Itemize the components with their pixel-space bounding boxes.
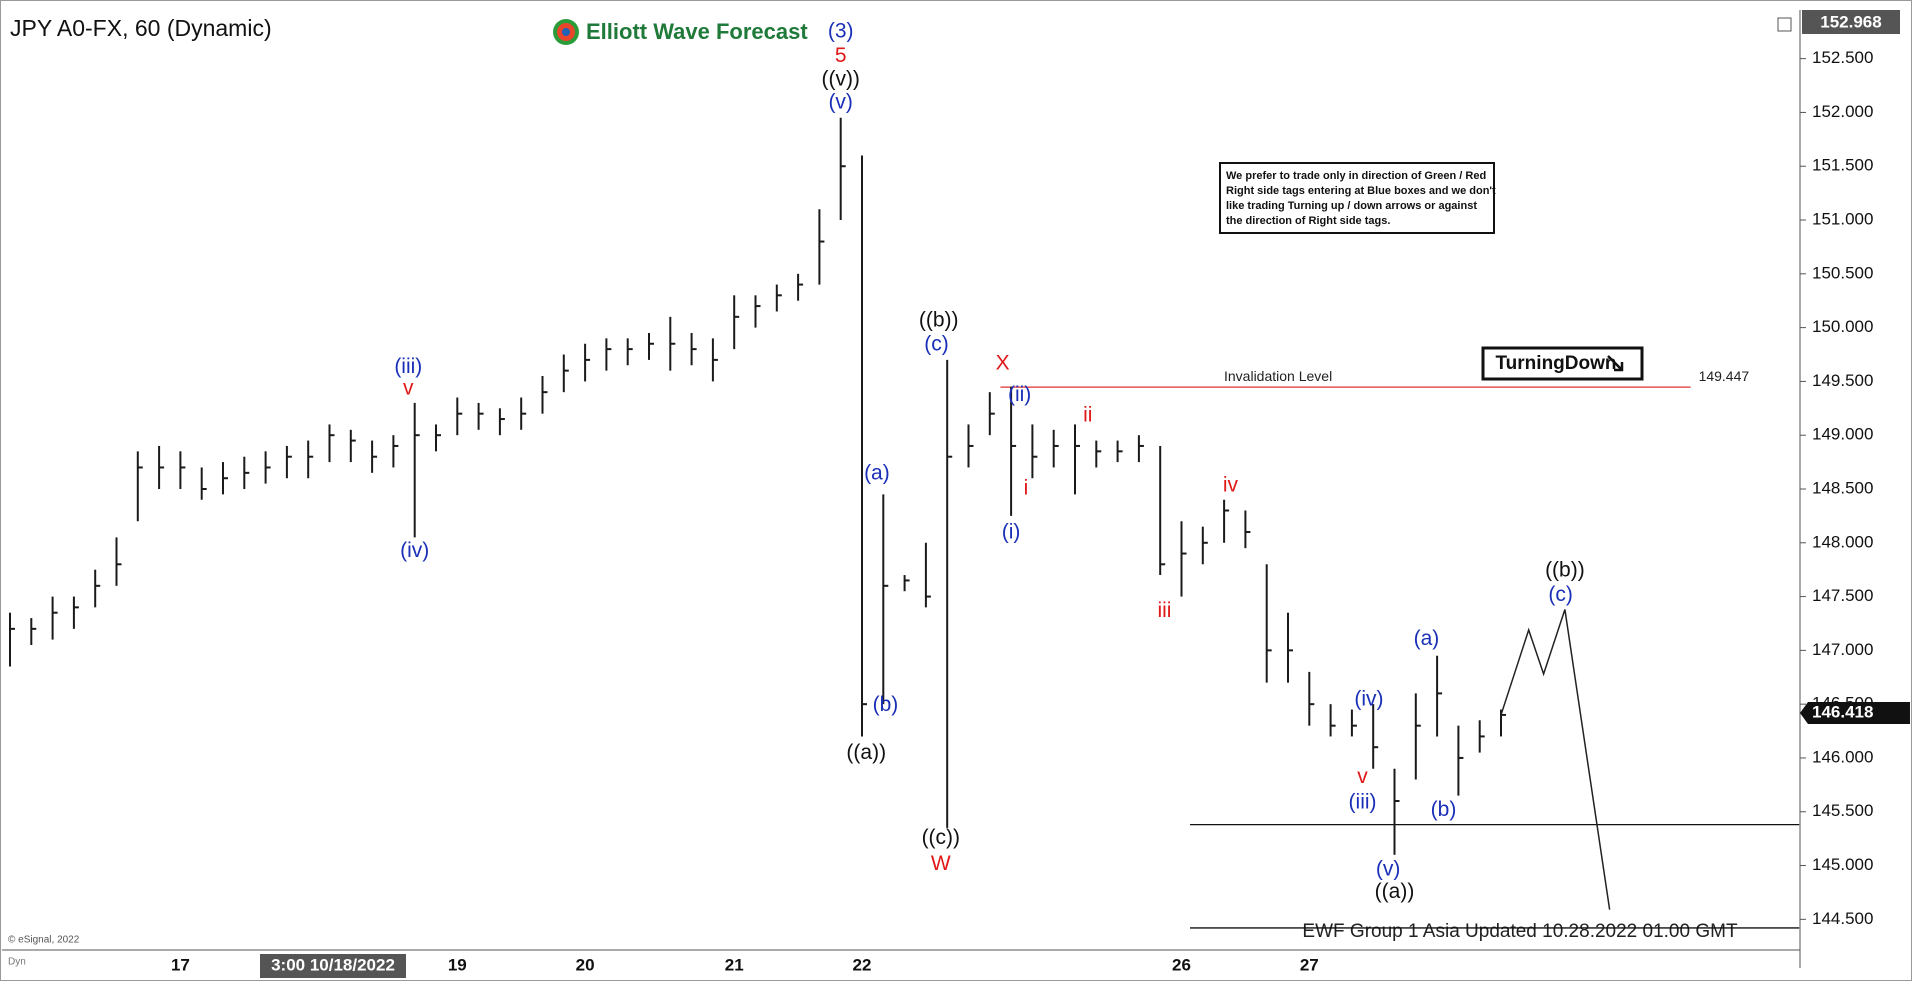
x-tick-label: 22	[853, 955, 872, 974]
wave-label: iii	[1157, 599, 1171, 622]
y-tick-label: 151.000	[1812, 210, 1873, 229]
wave-label: ((c))	[922, 826, 960, 849]
wave-label: X	[996, 352, 1010, 375]
wave-label: W	[931, 852, 951, 875]
wave-label: 5	[835, 44, 847, 67]
brand-logo: Elliott Wave Forecast	[553, 19, 808, 45]
crosshair-box	[260, 954, 406, 978]
wave-label: (ii)	[1008, 383, 1031, 406]
note-line: like trading Turning up / down arrows or…	[1226, 200, 1477, 212]
y-tick-label: 148.000	[1812, 532, 1873, 551]
y-tick-label: 150.000	[1812, 317, 1873, 336]
wave-label: (a)	[864, 461, 890, 484]
note-text: We prefer to trade only in direction of …	[1226, 170, 1496, 227]
note-line: Right side tags entering at Blue boxes a…	[1226, 185, 1496, 197]
wave-label: ((v))	[821, 68, 859, 91]
wave-label: ii	[1083, 403, 1092, 426]
wave-label: ((a))	[1375, 880, 1415, 903]
wave-label: (a)	[1414, 627, 1440, 650]
y-tick-label: 147.000	[1812, 640, 1873, 659]
wave-label: iv	[1223, 473, 1239, 496]
crosshair-label: 3:00 10/18/2022	[271, 955, 395, 974]
logo-center	[562, 28, 570, 36]
x-tick-label: 27	[1300, 955, 1319, 974]
badge: TurningDown	[1495, 353, 1616, 374]
y-tick-label: 151.500	[1812, 156, 1873, 175]
invalidation-value: 149.447	[1699, 368, 1750, 384]
last-price: 146.418	[1812, 702, 1873, 721]
top-price-box	[1802, 10, 1900, 34]
wave-label: (iii)	[1349, 791, 1377, 814]
wave-label: i	[1024, 477, 1029, 500]
wave-label: (c)	[1548, 583, 1573, 606]
wave-label: (v)	[1376, 857, 1401, 880]
wave-label: (3)	[828, 19, 854, 42]
corner-label: Dyn	[8, 957, 26, 968]
wave-label: (iii)	[394, 355, 422, 378]
y-tick-label: 152.000	[1812, 102, 1873, 121]
y-tick-label: 146.000	[1812, 747, 1873, 766]
wave-label: (c)	[924, 332, 949, 355]
brand-text: Elliott Wave Forecast	[586, 19, 808, 44]
y-tick-label: 152.500	[1812, 48, 1873, 67]
window-button[interactable]	[1777, 17, 1792, 32]
y-tick-label: 147.500	[1812, 586, 1873, 605]
wave-label: ((b))	[919, 309, 959, 332]
footer: EWF Group 1 Asia Updated 10.28.2022 01.0…	[1302, 921, 1738, 942]
y-tick-label: 149.000	[1812, 425, 1873, 444]
copyright: © eSignal, 2022	[8, 935, 80, 946]
y-tick-label: 145.500	[1812, 801, 1873, 820]
wave-label: v	[403, 376, 414, 399]
y-tick-label: 150.500	[1812, 263, 1873, 282]
note-line: the direction of Right side tags.	[1226, 215, 1390, 227]
badge-arrow	[1607, 355, 1624, 372]
x-tick-label: 21	[725, 955, 744, 974]
wave-label: v	[1357, 765, 1368, 788]
x-tick-label: 19	[448, 955, 467, 974]
projection-path	[1500, 609, 1611, 910]
note-box	[1219, 162, 1495, 234]
wave-label: (b)	[873, 693, 899, 716]
x-tick-label: 26	[1172, 955, 1191, 974]
wave-label: ((b))	[1545, 558, 1585, 581]
last-price-box	[1800, 701, 1910, 724]
wave-label: (v)	[828, 90, 853, 113]
chart-title: JPY A0-FX, 60 (Dynamic)	[10, 15, 272, 41]
wave-label: ((a))	[846, 741, 886, 764]
invalidation-label: Invalidation Level	[1224, 368, 1332, 384]
note-line: We prefer to trade only in direction of …	[1226, 170, 1486, 182]
y-tick-label: 144.500	[1812, 909, 1873, 928]
x-tick-label: 17	[171, 955, 190, 974]
top-price: 152.968	[1820, 12, 1881, 31]
wave-label: (b)	[1431, 798, 1457, 821]
wave-label: (iv)	[1354, 687, 1383, 710]
y-tick-label: 145.000	[1812, 855, 1873, 874]
x-tick-label: 20	[576, 955, 595, 974]
wave-label: (iv)	[400, 539, 429, 562]
y-tick-label: 148.500	[1812, 478, 1873, 497]
wave-label: (i)	[1002, 521, 1021, 544]
y-tick-label: 149.500	[1812, 371, 1873, 390]
